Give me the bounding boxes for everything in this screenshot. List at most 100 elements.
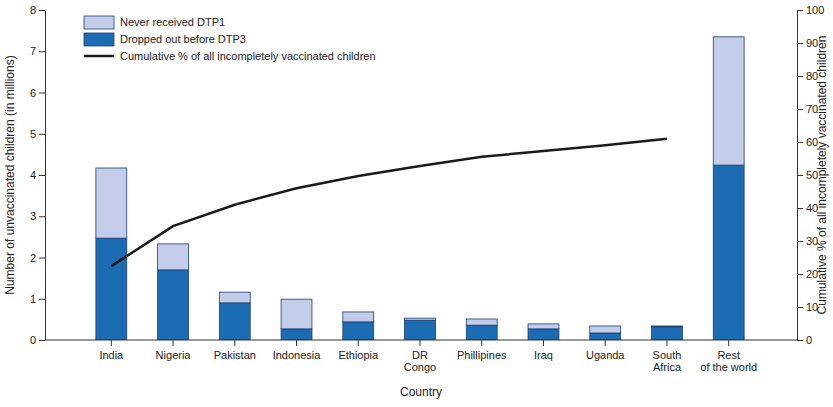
tick-mark — [39, 134, 45, 135]
tick-mark — [234, 340, 235, 346]
tick-label: Ethiopia — [338, 349, 379, 361]
tick-label: 7 — [30, 45, 36, 57]
tick-label: DRCongo — [404, 349, 436, 374]
bar — [158, 270, 189, 340]
tick-mark — [797, 340, 803, 341]
tick-mark — [39, 10, 45, 11]
tick-label: India — [99, 349, 124, 361]
y-axis: 0 1 2 3 4 5 6 7 8 — [30, 4, 46, 346]
bar — [281, 299, 312, 329]
tick-mark — [358, 340, 359, 346]
tick-label: 4 — [30, 169, 36, 181]
tick-mark — [797, 175, 803, 176]
bar — [466, 325, 497, 340]
tick: 100 — [797, 4, 824, 16]
tick-mark — [728, 340, 729, 346]
tick: DRCongo — [404, 340, 436, 373]
bar — [219, 303, 250, 340]
tick: 8 — [30, 4, 45, 16]
tick-label: 0 — [806, 334, 812, 346]
legend: Never received DTP1 Dropped out before DT… — [84, 16, 376, 62]
tick-mark — [797, 208, 803, 209]
tick: Ethiopia — [338, 340, 379, 361]
tick-label: Indonesia — [273, 349, 322, 361]
axis-line — [45, 340, 797, 341]
bar — [590, 333, 621, 340]
tick-mark — [797, 241, 803, 242]
tick-mark — [39, 340, 45, 341]
tick-mark — [543, 340, 544, 346]
tick: Uganda — [586, 340, 625, 361]
tick: 7 — [30, 45, 45, 57]
tick-mark — [420, 340, 421, 346]
tick-label: 2 — [30, 252, 36, 264]
tick: Indonesia — [273, 340, 322, 361]
tick-label: 3 — [30, 210, 36, 222]
tick-mark — [797, 274, 803, 275]
tick: Iraq — [534, 340, 553, 361]
tick-label: 100 — [806, 4, 824, 16]
tick-mark — [666, 340, 667, 346]
tick-mark — [39, 175, 45, 176]
tick-label: Restof the world — [700, 349, 757, 374]
tick-mark — [39, 299, 45, 300]
tick-mark — [39, 258, 45, 259]
tick-mark — [481, 340, 482, 346]
tick: 0 — [30, 334, 45, 346]
legend-label: Never received DTP1 — [120, 16, 225, 28]
y2-axis-title: Cumulative % of all incompletely vaccina… — [815, 36, 829, 315]
tick-mark — [797, 76, 803, 77]
tick-mark — [296, 340, 297, 346]
bar — [219, 292, 250, 303]
x-axis-title: Country — [400, 385, 442, 399]
tick: 4 — [30, 169, 45, 181]
legend-swatch — [84, 33, 114, 46]
tick-mark — [797, 142, 803, 143]
tick-label: SouthAfrica — [653, 349, 682, 374]
tick-label: 6 — [30, 87, 36, 99]
cumulative-line — [111, 139, 667, 266]
tick-label: 8 — [30, 4, 36, 16]
bar — [343, 322, 374, 340]
bar — [528, 324, 559, 329]
tick-label: Nigeria — [156, 349, 192, 361]
tick-label: Pakistan — [214, 349, 256, 361]
tick-mark — [605, 340, 606, 346]
bar — [652, 325, 683, 327]
bar — [281, 329, 312, 340]
tick: Pakistan — [214, 340, 256, 361]
tick-mark — [39, 93, 45, 94]
tick-mark — [111, 340, 112, 346]
chart: 0123456780102030405060708090100IndiaNige… — [0, 0, 833, 407]
tick-label: Phillipines — [457, 349, 507, 361]
tick-mark — [797, 10, 803, 11]
legend-label: Dropped out before DTP3 — [120, 33, 246, 45]
bar — [528, 329, 559, 340]
bar — [343, 312, 374, 322]
tick: 5 — [30, 128, 45, 140]
legend-swatch — [84, 16, 114, 29]
y-axis-title: Number of unvaccinated children (in mill… — [3, 55, 17, 294]
x-axis: India Nigeria Pakistan Indonesia Ethiopia DRC… — [45, 340, 797, 373]
tick-mark — [39, 216, 45, 217]
tick: Phillipines — [457, 340, 507, 361]
tick-mark — [797, 109, 803, 110]
tick-mark — [797, 43, 803, 44]
bar — [713, 37, 744, 165]
tick-label: Iraq — [534, 349, 553, 361]
plot-marks — [96, 37, 744, 340]
tick: 1 — [30, 293, 45, 305]
tick-label: 1 — [30, 293, 36, 305]
tick-mark — [39, 51, 45, 52]
bar — [652, 327, 683, 340]
tick-label: 5 — [30, 128, 36, 140]
tick-mark — [797, 307, 803, 308]
bar — [405, 320, 436, 340]
tick: 2 — [30, 252, 45, 264]
bar — [713, 165, 744, 340]
tick: 3 — [30, 210, 45, 222]
tick-label: Uganda — [586, 349, 625, 361]
tick-mark — [173, 340, 174, 346]
bar — [96, 238, 127, 340]
bar — [466, 319, 497, 325]
